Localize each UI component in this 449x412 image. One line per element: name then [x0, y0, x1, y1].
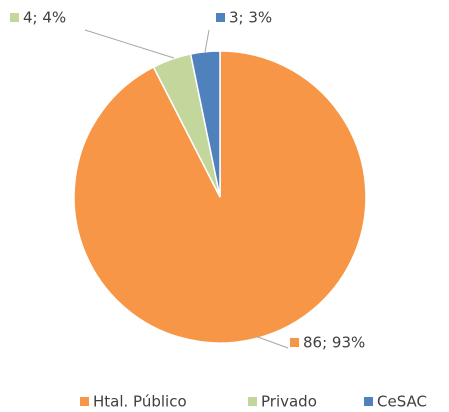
legend-swatch: [364, 397, 373, 406]
label-swatch: [290, 338, 299, 347]
legend-label: CeSAC: [377, 393, 427, 411]
leader-line: [204, 29, 210, 53]
label-swatch: [216, 13, 225, 22]
legend-label: Privado: [261, 393, 317, 411]
label-swatch: [10, 13, 19, 22]
leader-line: [84, 29, 175, 59]
data-label: 86; 93%: [303, 334, 365, 352]
data-label: 3; 3%: [229, 9, 272, 27]
legend-label: Htal. Público: [93, 393, 187, 411]
data-label: 4; 4%: [23, 9, 66, 27]
legend-swatch: [80, 397, 89, 406]
legend-swatch: [248, 397, 257, 406]
leader-line: [254, 335, 289, 349]
